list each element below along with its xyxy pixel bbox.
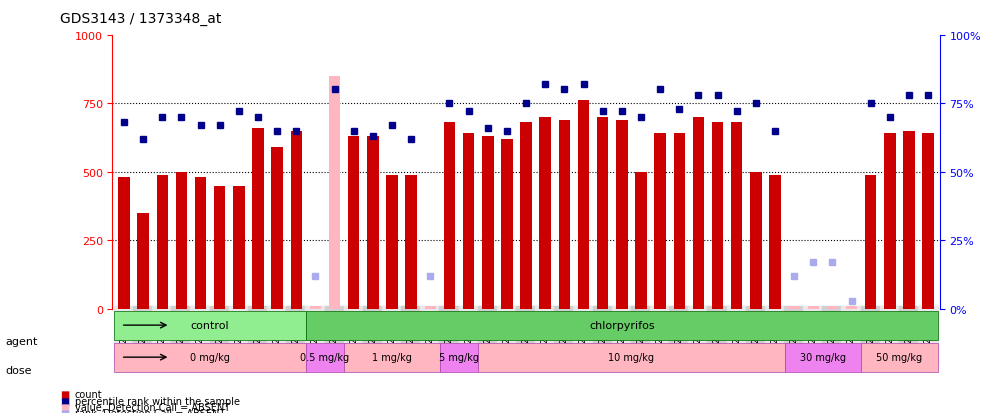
- Bar: [119, 178, 129, 309]
- FancyBboxPatch shape: [478, 343, 785, 372]
- FancyBboxPatch shape: [115, 343, 306, 372]
- Bar: [482, 137, 493, 309]
- Bar: [692, 118, 704, 309]
- Bar: [291, 131, 302, 309]
- Bar: [789, 306, 800, 309]
- Bar: [386, 175, 397, 309]
- Bar: [731, 123, 742, 309]
- FancyBboxPatch shape: [785, 343, 862, 372]
- Bar: [922, 134, 934, 309]
- Text: rank, Detection Call = ABSENT: rank, Detection Call = ABSENT: [75, 408, 225, 413]
- Bar: [233, 186, 245, 309]
- Text: value, Detection Call = ABSENT: value, Detection Call = ABSENT: [75, 402, 230, 412]
- Text: 0.5 mg/kg: 0.5 mg/kg: [301, 352, 350, 362]
- Bar: [769, 175, 781, 309]
- FancyBboxPatch shape: [862, 343, 938, 372]
- Bar: [444, 123, 455, 309]
- Bar: [808, 306, 819, 309]
- Bar: [520, 123, 532, 309]
- Text: GDS3143 / 1373348_at: GDS3143 / 1373348_at: [60, 12, 221, 26]
- Text: 1 mg/kg: 1 mg/kg: [373, 352, 412, 362]
- Bar: [175, 172, 187, 309]
- FancyBboxPatch shape: [306, 343, 345, 372]
- Text: chlorpyrifos: chlorpyrifos: [589, 320, 654, 330]
- FancyBboxPatch shape: [345, 343, 440, 372]
- Bar: [329, 76, 341, 309]
- Bar: [271, 148, 283, 309]
- Text: count: count: [75, 389, 103, 399]
- Text: dose: dose: [5, 365, 32, 375]
- Bar: [884, 134, 895, 309]
- Bar: [597, 118, 609, 309]
- Bar: [865, 175, 876, 309]
- Text: percentile rank within the sample: percentile rank within the sample: [75, 396, 240, 406]
- Bar: [368, 137, 378, 309]
- Text: ■: ■: [60, 402, 69, 412]
- Bar: [214, 186, 225, 309]
- Bar: [463, 134, 474, 309]
- Text: 5 mg/kg: 5 mg/kg: [439, 352, 479, 362]
- Bar: [673, 134, 685, 309]
- Text: agent: agent: [5, 336, 38, 346]
- Text: ■: ■: [60, 408, 69, 413]
- Text: 0 mg/kg: 0 mg/kg: [190, 352, 230, 362]
- Bar: [559, 120, 570, 309]
- Text: 30 mg/kg: 30 mg/kg: [800, 352, 846, 362]
- Text: 50 mg/kg: 50 mg/kg: [876, 352, 922, 362]
- FancyBboxPatch shape: [306, 311, 938, 340]
- Text: 10 mg/kg: 10 mg/kg: [609, 352, 654, 362]
- FancyBboxPatch shape: [440, 343, 478, 372]
- Bar: [712, 123, 723, 309]
- FancyBboxPatch shape: [115, 311, 306, 340]
- Bar: [424, 306, 436, 309]
- Text: ■: ■: [60, 396, 69, 406]
- Bar: [501, 140, 513, 309]
- Bar: [617, 120, 627, 309]
- Bar: [156, 175, 168, 309]
- Bar: [654, 134, 666, 309]
- Bar: [137, 214, 148, 309]
- Text: ■: ■: [60, 389, 69, 399]
- Text: control: control: [191, 320, 229, 330]
- Bar: [578, 101, 590, 309]
- Bar: [195, 178, 206, 309]
- Bar: [635, 172, 646, 309]
- Bar: [846, 306, 858, 309]
- Bar: [348, 137, 360, 309]
- Bar: [252, 128, 264, 309]
- Bar: [827, 306, 839, 309]
- Bar: [310, 306, 321, 309]
- Bar: [540, 118, 551, 309]
- Bar: [903, 131, 914, 309]
- Bar: [750, 172, 762, 309]
- Bar: [405, 175, 417, 309]
